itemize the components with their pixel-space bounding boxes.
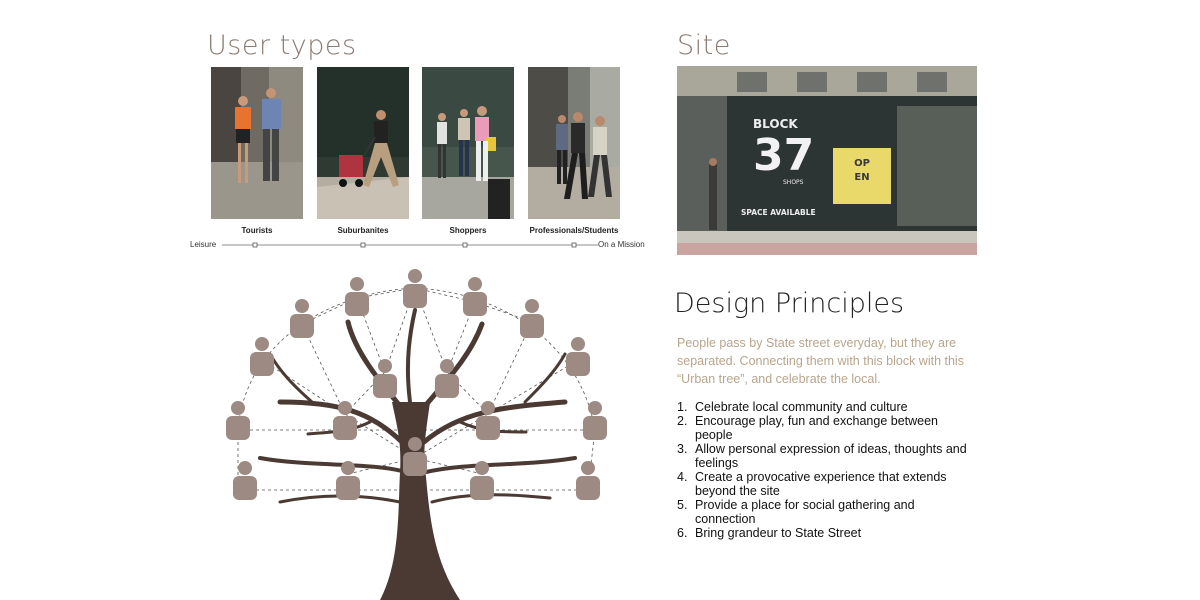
person-icon bbox=[290, 299, 314, 338]
space-available-text: SPACE AVAILABLE bbox=[741, 208, 816, 217]
sign-number: 37 bbox=[753, 130, 814, 181]
list-number: 1. bbox=[677, 400, 688, 414]
scale-marker bbox=[571, 242, 577, 248]
list-item: 5. Provide a place for social gathering a… bbox=[677, 498, 977, 526]
poster-text-2: EN bbox=[854, 172, 869, 183]
sign-shops: SHOPS bbox=[783, 179, 804, 186]
person-icon bbox=[566, 337, 590, 376]
scale-marker bbox=[360, 242, 366, 248]
caption-tourists: Tourists bbox=[241, 226, 273, 235]
list-number: 5. bbox=[677, 498, 688, 512]
design-intro-text: People pass by State street everyday, bu… bbox=[677, 336, 964, 386]
person-icon bbox=[435, 359, 459, 398]
scale-right-label: On a Mission bbox=[598, 240, 645, 249]
photo-suburbanites bbox=[317, 67, 409, 219]
person-icon bbox=[336, 461, 360, 500]
list-text: Encourage play, fun and exchange between… bbox=[695, 414, 939, 442]
person-icon bbox=[463, 277, 487, 316]
list-item: 2. Encourage play, fun and exchange betwe… bbox=[677, 414, 977, 442]
person-icon bbox=[233, 461, 257, 500]
person-icon bbox=[520, 299, 544, 338]
person-icon bbox=[403, 437, 427, 476]
list-text: Bring grandeur to State Street bbox=[695, 526, 862, 540]
person-icon bbox=[373, 359, 397, 398]
site-photo: OP EN BLOCK 37 SHOPS SPACE AVAILABLE bbox=[677, 66, 977, 255]
list-number: 6. bbox=[677, 526, 688, 540]
leisure-mission-scale bbox=[222, 242, 598, 248]
caption-professionals: Professionals/Students bbox=[529, 226, 619, 235]
person-icon bbox=[250, 337, 274, 376]
user-types-title: User types bbox=[207, 30, 357, 61]
scale-marker bbox=[252, 242, 258, 248]
list-text: Celebrate local community and culture bbox=[695, 400, 908, 414]
person-icon bbox=[583, 401, 607, 440]
caption-shoppers: Shoppers bbox=[449, 226, 487, 235]
sign-block: BLOCK bbox=[753, 117, 798, 131]
scale-marker bbox=[462, 242, 468, 248]
person-icon bbox=[403, 269, 427, 308]
site-title: Site bbox=[677, 30, 731, 61]
photo-professionals bbox=[528, 67, 620, 219]
principles-list: 1. Celebrate local community and culture … bbox=[677, 400, 977, 540]
design-principles-title: Design Principles bbox=[674, 288, 905, 319]
list-number: 2. bbox=[677, 414, 688, 428]
person-icon bbox=[476, 401, 500, 440]
urban-tree-diagram bbox=[226, 269, 607, 600]
person-icon bbox=[576, 461, 600, 500]
person-icon bbox=[226, 401, 250, 440]
poster-text-1: OP bbox=[854, 158, 870, 169]
people-figures bbox=[226, 269, 607, 500]
list-text: Create a provocative experience that ext… bbox=[695, 470, 947, 498]
person-icon bbox=[345, 277, 369, 316]
list-text: Provide a place for social gathering and… bbox=[695, 498, 915, 526]
photo-shoppers bbox=[422, 67, 514, 219]
list-item: 3. Allow personal expression of ideas, th… bbox=[677, 442, 977, 470]
list-number: 3. bbox=[677, 442, 688, 456]
list-item: 1. Celebrate local community and culture bbox=[677, 400, 977, 414]
list-text: Allow personal expression of ideas, thou… bbox=[695, 442, 967, 470]
person-icon bbox=[470, 461, 494, 500]
person-icon bbox=[333, 401, 357, 440]
list-number: 4. bbox=[677, 470, 688, 484]
caption-suburbanites: Suburbanites bbox=[337, 226, 389, 235]
photo-tourists bbox=[211, 67, 303, 219]
list-item: 6. Bring grandeur to State Street bbox=[677, 526, 977, 540]
scale-left-label: Leisure bbox=[190, 240, 217, 249]
list-item: 4. Create a provocative experience that e… bbox=[677, 470, 977, 498]
